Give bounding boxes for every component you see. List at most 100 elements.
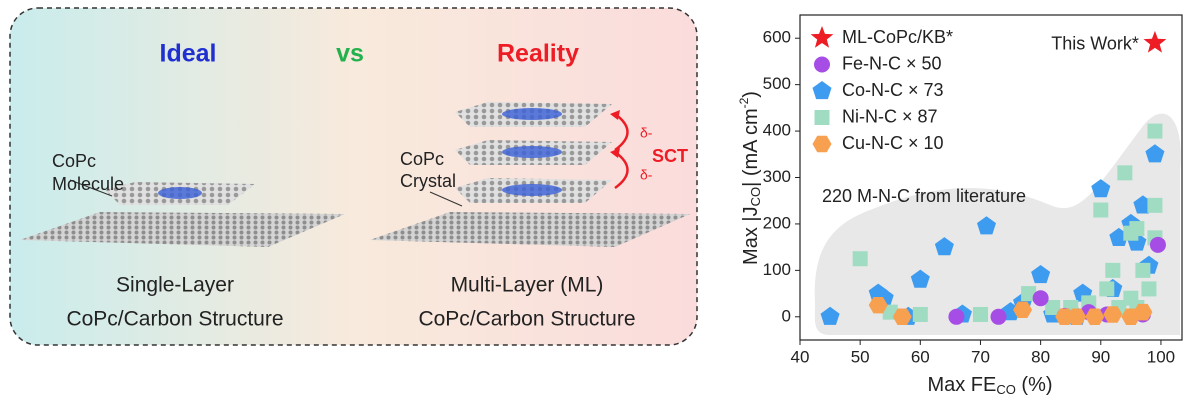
legend-label: Ni-N-C × 87	[842, 106, 938, 126]
legend-marker	[810, 26, 834, 48]
y-tick-label: 300	[763, 167, 791, 186]
legend-label: Cu-N-C × 10	[842, 133, 944, 153]
panel	[9, 7, 698, 346]
label: Molecule	[52, 174, 124, 194]
legend-marker	[812, 81, 832, 100]
y-axis-label: Max |JCO| (mA cm-2)	[737, 91, 763, 265]
caption: CoPc/Carbon Structure	[66, 308, 283, 331]
core	[502, 108, 562, 120]
x-tick-label: 50	[851, 347, 870, 366]
label: CoPc	[52, 151, 96, 171]
marker	[1133, 303, 1153, 321]
legend-label: ML-CoPc/KB*	[842, 27, 953, 47]
marker	[1103, 306, 1123, 323]
x-tick-label: 90	[1091, 347, 1110, 366]
y-tick-label: 200	[763, 213, 791, 232]
y-tick-label: 400	[763, 121, 791, 140]
label-part: CO	[996, 382, 1016, 397]
core	[158, 187, 202, 199]
marker	[1085, 308, 1105, 326]
marker	[910, 269, 930, 288]
charge: δ-	[640, 167, 653, 183]
marker	[1021, 286, 1037, 302]
marker	[1147, 197, 1163, 213]
caption: Multi-Layer (ML)	[451, 274, 604, 297]
marker	[1105, 262, 1121, 278]
y-tick-label: 0	[782, 306, 791, 325]
graphene	[20, 212, 345, 247]
graphene	[370, 212, 690, 247]
vs: vs	[336, 40, 364, 68]
ideal: Ideal	[160, 40, 217, 68]
marker	[1013, 301, 1033, 319]
label-part: -2	[737, 97, 751, 108]
reality: Reality	[497, 40, 579, 68]
label-part: Max |J	[740, 206, 762, 265]
diagram: Ideal vs Reality CoPc Molecule CoPc Crys…	[9, 7, 698, 346]
marker	[1091, 179, 1111, 198]
arrow	[614, 112, 629, 152]
marker	[1031, 265, 1051, 284]
marker	[1143, 30, 1167, 53]
marker	[948, 308, 965, 325]
marker	[1141, 281, 1157, 297]
label-part: Max FE	[927, 374, 996, 396]
annotation: This Work*	[1051, 34, 1139, 54]
pointer	[429, 191, 463, 207]
legend-label: Co-N-C × 73	[842, 80, 944, 100]
y-tick-label: 100	[763, 260, 791, 279]
annotation: 220 M-N-C from literature	[822, 186, 1026, 206]
legend-marker	[814, 110, 830, 125]
core	[502, 184, 562, 196]
marker	[912, 306, 928, 322]
label-part: | (mA cm	[740, 108, 762, 187]
sct: SCT	[652, 146, 688, 166]
x-tick-label: 70	[971, 347, 990, 366]
marker	[976, 216, 996, 235]
marker	[892, 308, 912, 326]
arrowhead	[610, 110, 620, 120]
marker	[1055, 308, 1075, 326]
legend-marker	[812, 135, 832, 153]
marker	[1032, 290, 1049, 307]
label-part: CO	[748, 187, 763, 207]
label: CoPc	[400, 149, 444, 169]
label-part: (%)	[1016, 374, 1053, 396]
core	[502, 146, 562, 158]
marker	[990, 308, 1007, 325]
marker	[1147, 123, 1163, 139]
marker	[1135, 262, 1151, 278]
marker	[1045, 300, 1061, 315]
marker	[1099, 281, 1115, 297]
x-tick-label: 40	[791, 347, 810, 366]
marker	[972, 306, 988, 322]
label: Crystal	[400, 171, 456, 191]
legend-marker	[814, 56, 830, 73]
caption: CoPc/Carbon Structure	[418, 308, 635, 331]
x-tick-label: 60	[911, 347, 930, 366]
marker	[934, 237, 954, 256]
marker	[868, 296, 888, 314]
legend-label: Fe-N-C × 50	[842, 53, 942, 73]
y-tick-label: 500	[763, 74, 791, 93]
pointer	[69, 179, 113, 197]
marker	[1129, 221, 1145, 237]
arrow	[614, 150, 629, 190]
label-part: )	[740, 91, 762, 98]
marker	[820, 306, 840, 325]
y-tick-label: 600	[763, 28, 791, 47]
x-axis-label: Max FECO (%)	[927, 374, 1052, 397]
marker	[1145, 144, 1165, 163]
marker	[1067, 308, 1087, 326]
chart: 40 50 60 70 80 90 100 0 100 200 300 400 500 600 Max FE…	[737, 14, 1183, 397]
marker	[1093, 202, 1109, 218]
x-tick-label: 80	[1031, 347, 1050, 366]
marker	[852, 251, 868, 267]
literature-region	[814, 113, 1181, 335]
marker	[1149, 236, 1166, 253]
charge: δ-	[640, 125, 653, 141]
marker	[1117, 165, 1133, 181]
arrowhead	[610, 148, 620, 158]
x-tick-label: 100	[1147, 347, 1175, 366]
